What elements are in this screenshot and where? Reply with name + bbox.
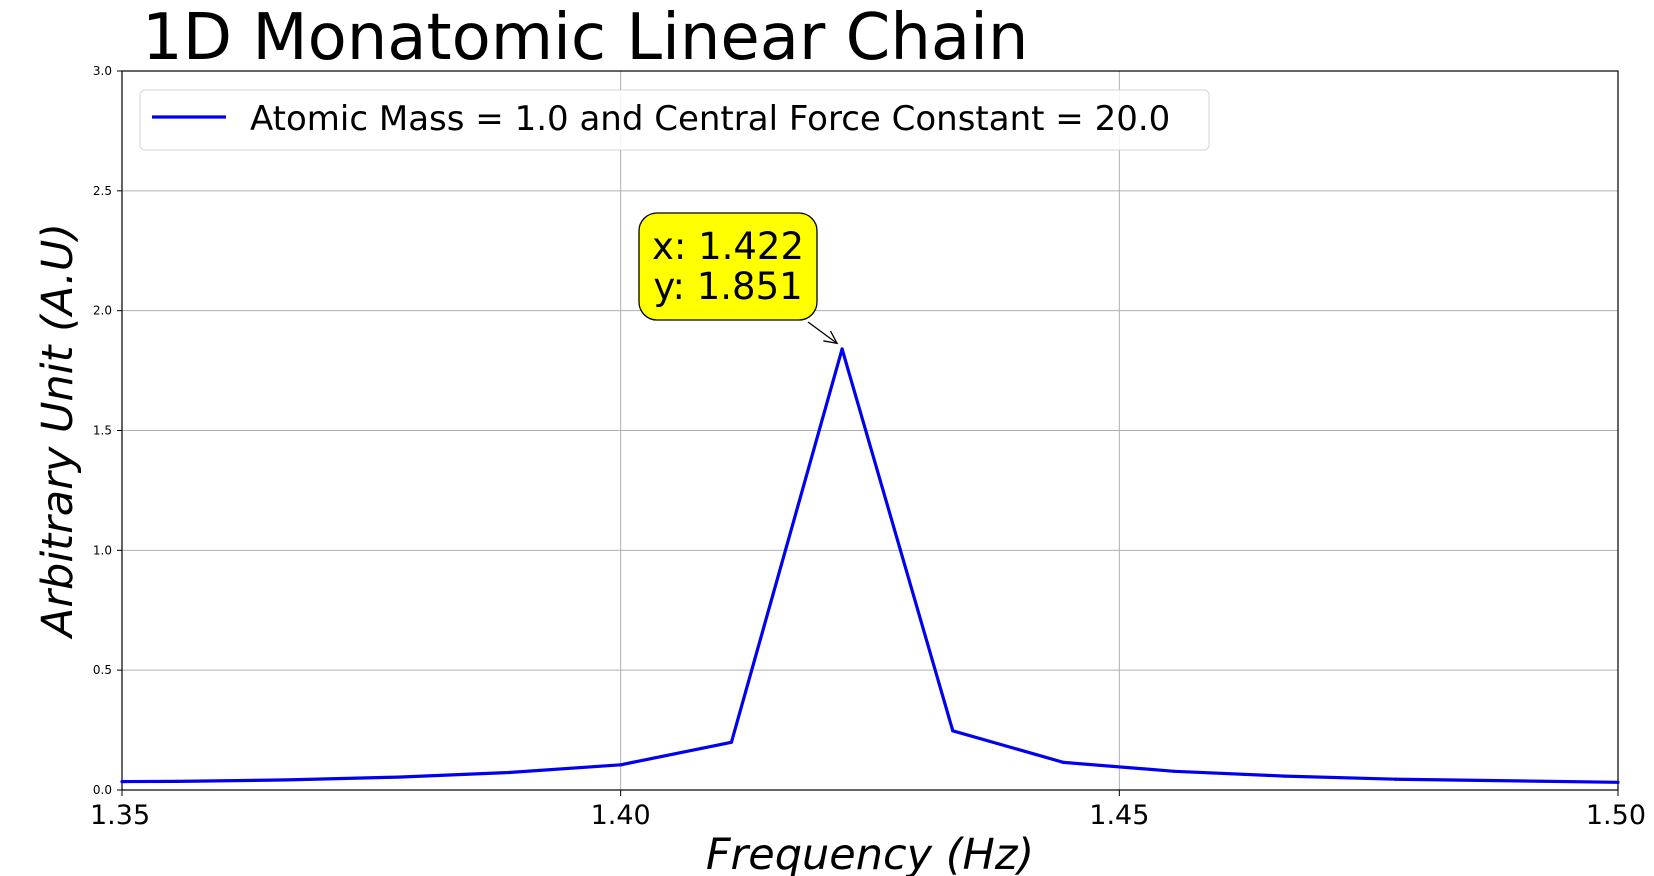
- legend: Atomic Mass = 1.0 and Central Force Cons…: [139, 89, 1210, 151]
- y-axis-label: Arbitrary Unit (A.U): [33, 223, 83, 640]
- annotation-y-label: y: 1.851: [653, 265, 802, 308]
- y-tick-label: 0.0: [93, 783, 112, 797]
- data-point: [1061, 760, 1066, 765]
- x-tick-label: 1.45: [1089, 800, 1149, 831]
- y-tick-label: 1.0: [93, 543, 112, 557]
- data-point: [1172, 769, 1176, 773]
- data-point: [951, 729, 955, 733]
- y-tick-label: 2.5: [93, 184, 112, 198]
- x-tick-label: 1.35: [90, 800, 150, 831]
- y-tick-label: 0.5: [93, 663, 112, 677]
- data-point: [1616, 780, 1620, 784]
- series-line: [121, 347, 1619, 784]
- data-point: [1283, 774, 1287, 778]
- data-point: [619, 763, 623, 767]
- x-axis-ticks: 1.35 1.40 1.45 1.50: [90, 790, 1646, 831]
- legend-box: [139, 89, 1210, 151]
- y-tick-label: 1.5: [93, 424, 112, 438]
- annotation: x: 1.422 y: 1.851: [638, 212, 839, 345]
- plot-area-frame: [121, 70, 1619, 791]
- data-point: [120, 780, 124, 784]
- data-point: [175, 779, 179, 783]
- annotation-box: [638, 212, 818, 321]
- data-point: [396, 775, 400, 779]
- x-tick-label: 1.50: [1586, 800, 1646, 831]
- data-point: [729, 740, 733, 744]
- data-point: [1393, 777, 1398, 781]
- chart-title: 1D Monatomic Linear Chain: [142, 1, 1028, 75]
- legend-label: Atomic Mass = 1.0 and Central Force Cons…: [250, 99, 1170, 139]
- gridlines: [121, 70, 1619, 791]
- y-tick-label: 3.0: [93, 64, 112, 78]
- annotation-arrow: [807, 321, 838, 344]
- y-tick-label: 2.0: [93, 304, 112, 318]
- x-axis-label: Frequency (Hz): [706, 830, 1034, 876]
- data-point: [285, 778, 290, 782]
- annotation-x-label: x: 1.422: [652, 225, 804, 268]
- annotation-arrowhead: [823, 330, 839, 345]
- series-points: [120, 347, 1620, 784]
- y-axis-ticks: 0.0 0.5 1.0 1.5 2.0 2.5 3.0: [93, 64, 122, 797]
- data-point: [507, 770, 511, 775]
- x-tick-label: 1.40: [591, 800, 651, 831]
- data-point: [840, 347, 844, 351]
